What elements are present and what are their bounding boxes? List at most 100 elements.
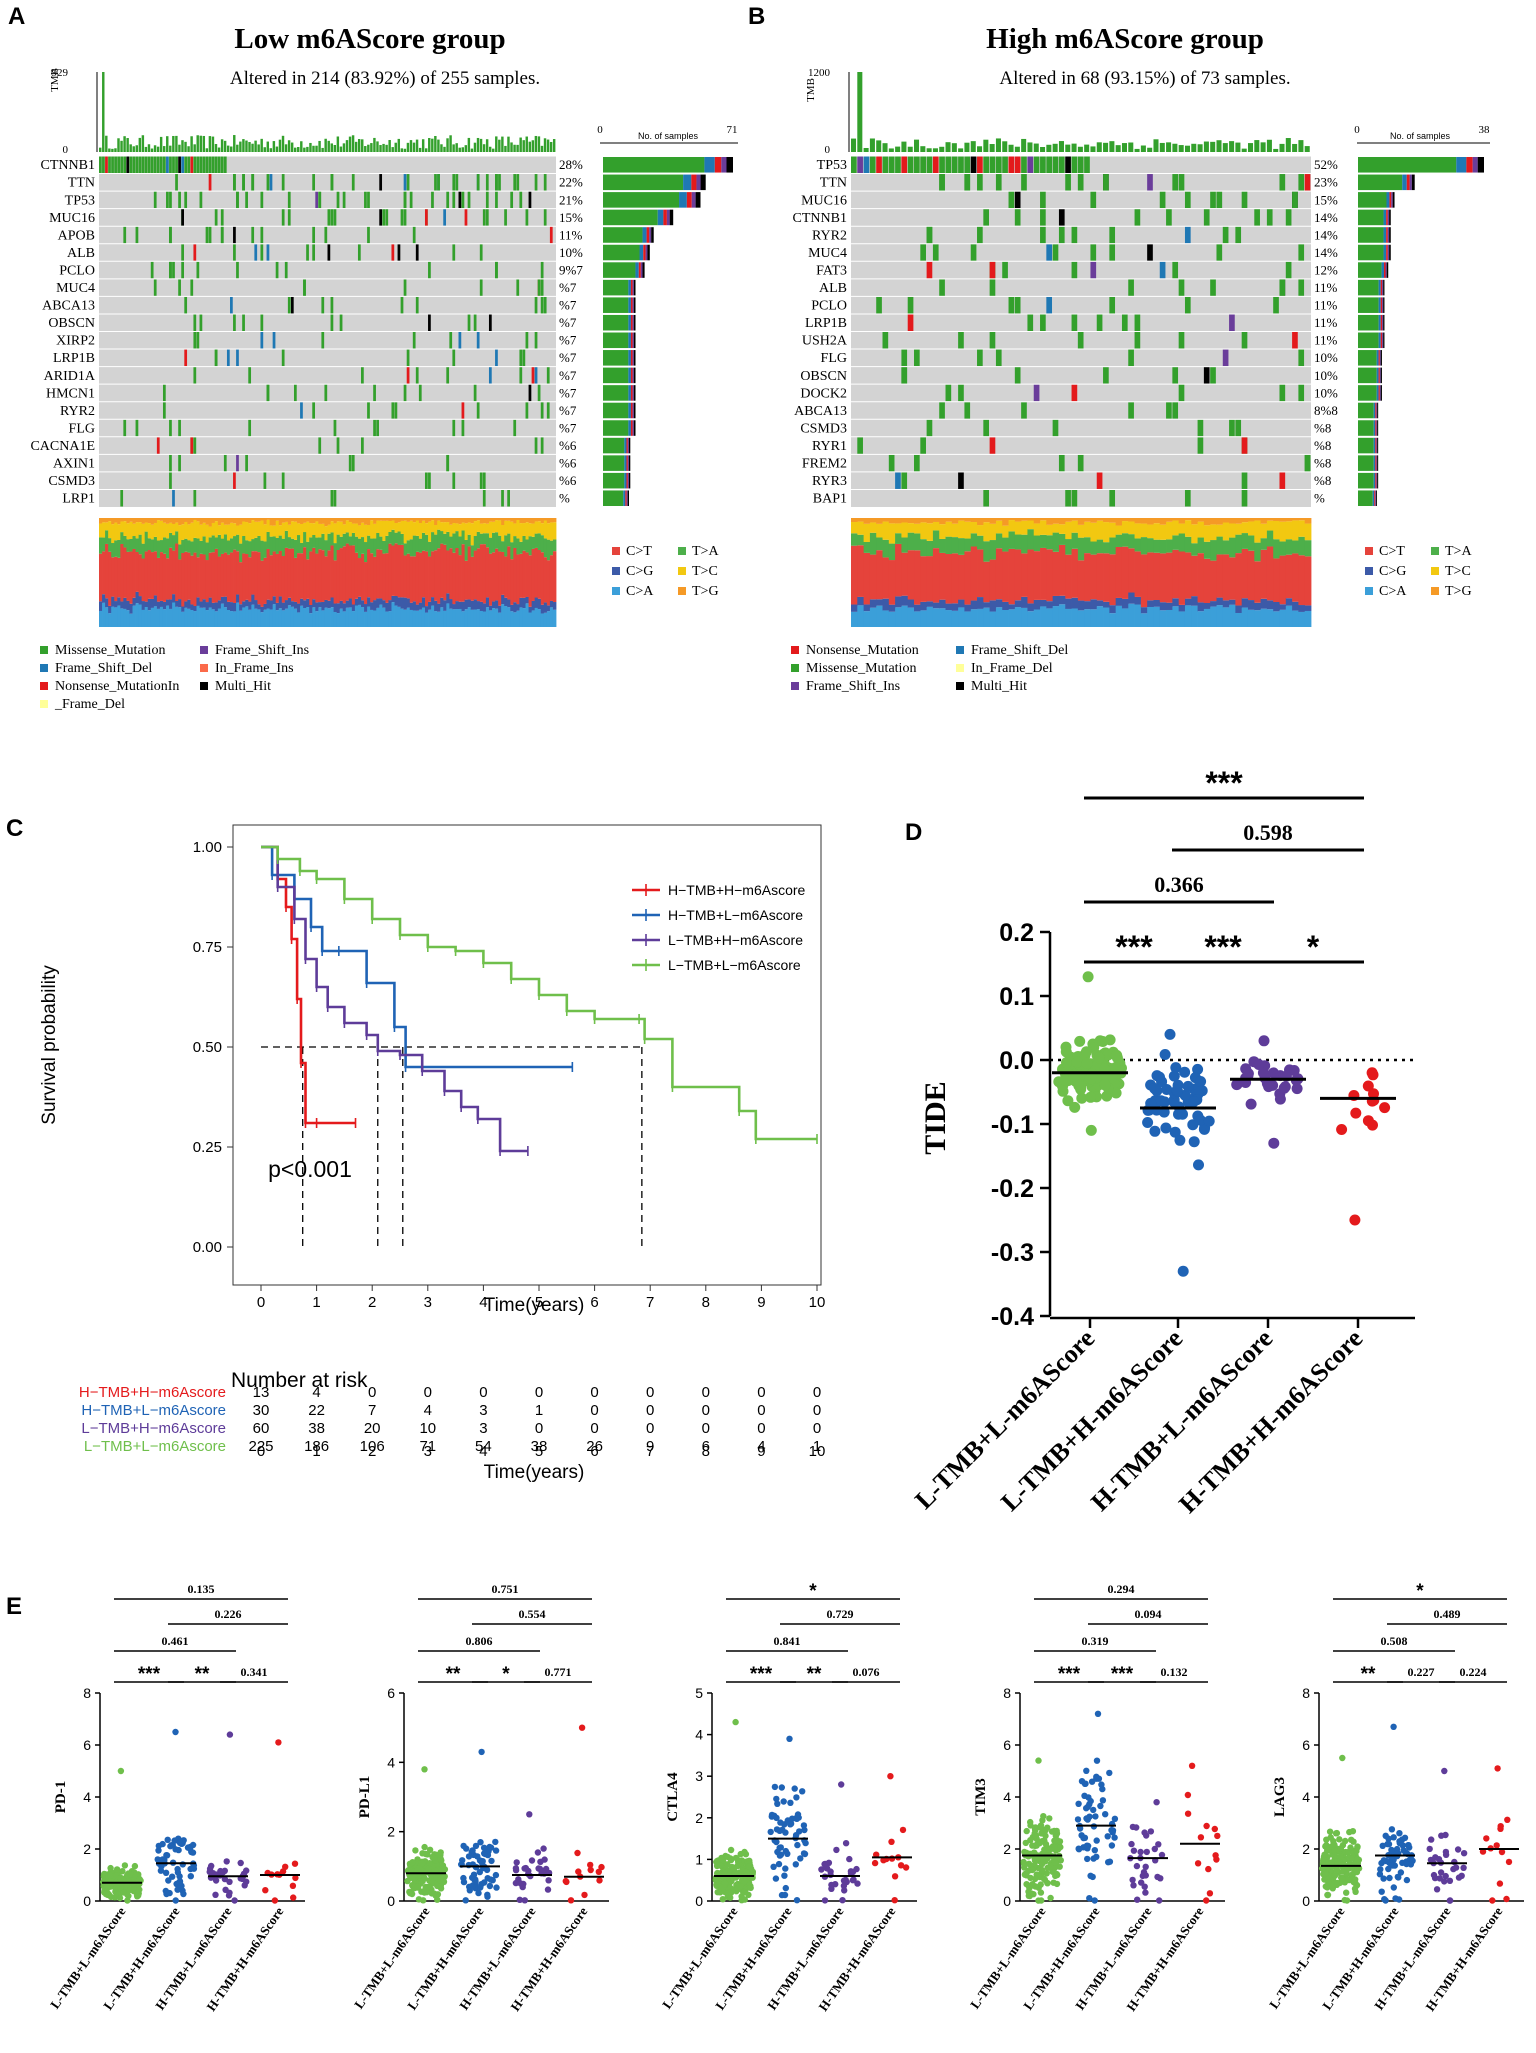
titv-segment	[345, 607, 350, 627]
titv-segment	[382, 553, 386, 601]
mutation-cell	[132, 156, 136, 174]
expression-point	[714, 1870, 721, 1877]
side-bar-segment	[1378, 332, 1381, 349]
titv-segment	[187, 608, 191, 627]
side-bar-segment	[1382, 314, 1384, 331]
titv-segment	[516, 604, 520, 611]
titv-segment	[437, 548, 441, 604]
mutation-cell	[513, 174, 517, 191]
panel-a-subtitle: Altered in 214 (83.92%) of 255 samples.	[230, 68, 540, 89]
tide-point	[1188, 1096, 1200, 1108]
tide-point	[1194, 1114, 1206, 1126]
mutation-cell	[403, 279, 407, 296]
expression-point	[746, 1863, 753, 1870]
titv-segment	[882, 518, 890, 522]
expression-point	[544, 1886, 552, 1893]
titv-segment	[339, 518, 344, 522]
expression-point	[773, 1795, 780, 1803]
expression-point	[1129, 1876, 1136, 1884]
titv-segment	[403, 597, 408, 610]
tmb-bar	[190, 136, 193, 152]
expression-point	[770, 1863, 777, 1871]
titv-segment	[190, 555, 194, 605]
titv-segment	[181, 539, 185, 553]
titv-segment	[1071, 532, 1079, 549]
tmb-bar	[863, 147, 869, 152]
tide-point	[1253, 1059, 1265, 1070]
side-bar-segment	[630, 402, 633, 419]
subplot-ylabel: TIM3	[973, 1778, 989, 1816]
expression-point	[174, 1865, 181, 1873]
gene-percent: 10%	[1314, 350, 1338, 365]
tmb-bar	[1184, 145, 1191, 152]
titv-segment	[287, 537, 292, 549]
titv-segment	[260, 540, 264, 561]
mutation-cell	[330, 296, 334, 314]
titv-segment	[193, 518, 197, 520]
expression-point	[1048, 1828, 1056, 1835]
titv-segment	[321, 550, 325, 602]
titv-segment	[260, 612, 264, 627]
titv-segment	[449, 536, 453, 549]
side-bar-segment	[1383, 279, 1385, 296]
mutation-cell	[926, 261, 933, 279]
mutation-cell	[169, 419, 172, 437]
titv-segment	[1065, 598, 1072, 609]
mutation-cell	[534, 296, 538, 314]
expression-point	[778, 1784, 785, 1791]
mutation-cell	[1103, 174, 1109, 191]
titv-segment	[1159, 539, 1167, 554]
side-bar-segment	[603, 279, 629, 296]
titv-segment	[970, 518, 978, 523]
side-bar-segment	[1379, 385, 1381, 401]
variant-label: Missense_Mutation	[55, 643, 165, 658]
titv-segment	[159, 606, 164, 627]
mutation-cell	[169, 191, 172, 209]
titv-segment	[150, 607, 155, 627]
titv-segment	[1172, 598, 1180, 607]
titv-segment	[1172, 520, 1180, 536]
titv-segment	[205, 518, 210, 525]
side-bar-segment	[603, 227, 643, 243]
panel-e-letter: E	[6, 1593, 22, 1620]
titv-segment	[339, 548, 344, 601]
side-bar-segment	[632, 297, 634, 313]
side-bar-segment	[1375, 455, 1377, 471]
titv-segment	[132, 518, 136, 524]
expression-point	[433, 1874, 441, 1882]
tmb-bar	[932, 148, 938, 152]
titv-segment	[248, 601, 252, 610]
mutation-cell	[446, 367, 450, 384]
titv-segment	[543, 557, 548, 603]
mutation-cell	[400, 296, 404, 314]
titv-segment	[437, 520, 441, 530]
titv-segment	[172, 518, 176, 525]
titv-segment	[217, 534, 222, 557]
mutation-cell	[193, 156, 197, 174]
titv-segment	[376, 518, 380, 521]
side-bar-segment	[633, 314, 636, 331]
expression-point	[125, 1892, 132, 1900]
titv-segment	[1298, 520, 1306, 537]
titv-segment	[1279, 604, 1287, 610]
titv-segment	[895, 596, 902, 608]
tmb-bar	[1065, 144, 1071, 152]
titv-segment	[958, 554, 965, 600]
titv-segment	[166, 518, 170, 524]
titv-segment	[397, 597, 402, 607]
titv-segment	[464, 609, 469, 627]
substitution-label: T>A	[1445, 544, 1472, 559]
titv-segment	[226, 601, 231, 610]
titv-segment	[1008, 604, 1016, 610]
titv-segment	[995, 520, 1003, 534]
expression-point	[781, 1872, 788, 1879]
titv-segment	[175, 522, 179, 532]
substitution-label: T>G	[692, 584, 719, 599]
mutation-cell	[1021, 402, 1027, 419]
titv-segment	[546, 518, 551, 524]
titv-segment	[1273, 602, 1280, 612]
mutation-cell	[1014, 156, 1021, 174]
mutation-cell	[443, 209, 447, 226]
titv-segment	[172, 535, 176, 551]
titv-segment	[1121, 521, 1129, 534]
